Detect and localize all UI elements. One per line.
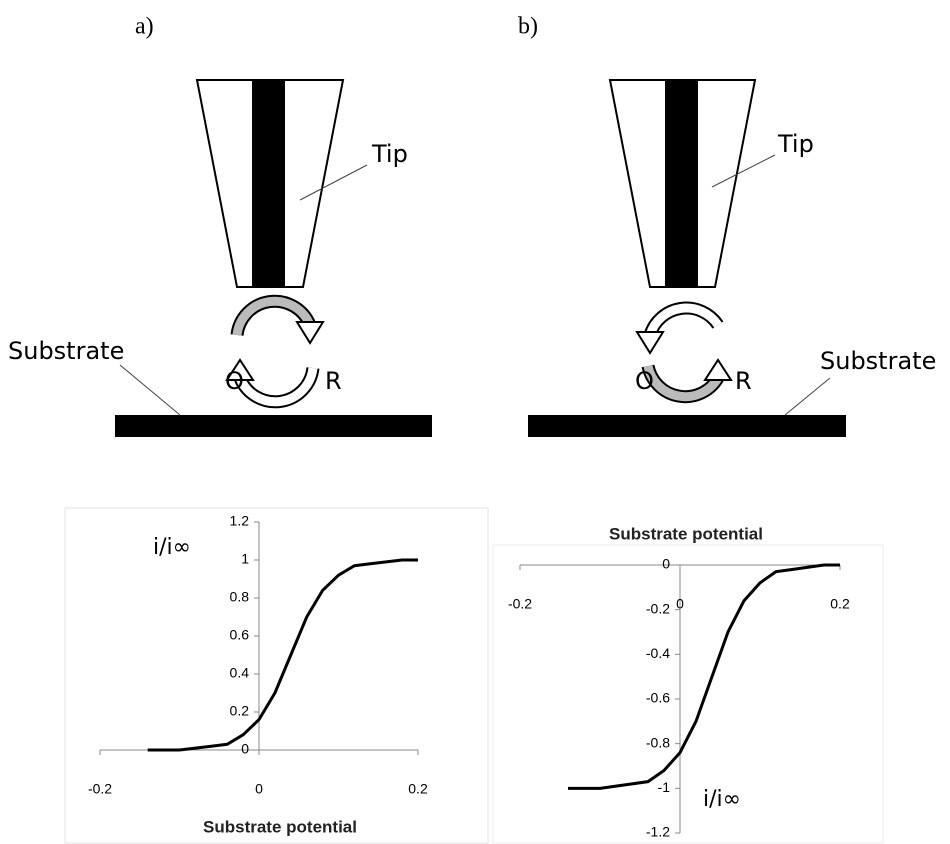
y-axis-title: i/i∞ bbox=[153, 535, 191, 560]
y-axis-title: i/i∞ bbox=[703, 787, 741, 812]
leader-line bbox=[120, 365, 180, 415]
x-tick-label: -0.2 bbox=[88, 781, 112, 797]
figure: a) Tip O R Substrate b) Tip O R Substrat… bbox=[0, 0, 950, 844]
substrate-label: Substrate bbox=[820, 347, 936, 375]
panel-label: a) bbox=[135, 14, 154, 40]
substrate-label: Substrate bbox=[8, 337, 124, 365]
x-tick-label: 0.2 bbox=[830, 596, 850, 612]
y-tick-label: 0 bbox=[662, 556, 670, 572]
panel-label: b) bbox=[518, 14, 538, 40]
y-tick-label: 0.6 bbox=[230, 627, 250, 643]
substrate-bar bbox=[115, 415, 432, 437]
tip-label: Tip bbox=[371, 140, 408, 168]
y-tick-label: 0.2 bbox=[230, 703, 250, 719]
species-label: R bbox=[735, 367, 752, 395]
y-tick-label: 1.2 bbox=[230, 513, 250, 529]
y-tick-label: -0.4 bbox=[646, 645, 670, 661]
y-tick-label: -1.2 bbox=[646, 824, 670, 840]
y-tick-label: 1 bbox=[241, 551, 249, 567]
y-tick-label: 0.4 bbox=[230, 665, 250, 681]
tip-label: Tip bbox=[777, 130, 814, 158]
electrode bbox=[665, 80, 698, 287]
species-label: O bbox=[225, 367, 244, 395]
x-tick-label: -0.2 bbox=[508, 596, 532, 612]
y-tick-label: -0.2 bbox=[646, 600, 670, 616]
x-tick-label: 0.2 bbox=[408, 781, 428, 797]
electrode bbox=[252, 80, 285, 287]
y-tick-label: -0.6 bbox=[646, 690, 670, 706]
curve bbox=[568, 565, 840, 788]
x-axis-title: Substrate potential bbox=[203, 817, 357, 836]
x-tick-label: 0 bbox=[676, 596, 684, 612]
curve bbox=[148, 560, 418, 750]
substrate-bar bbox=[528, 415, 846, 437]
leader-line bbox=[785, 378, 830, 415]
x-tick-label: 0 bbox=[255, 781, 263, 797]
arrowhead bbox=[705, 360, 731, 380]
chart-frame bbox=[493, 545, 883, 843]
x-axis-title: Substrate potential bbox=[609, 524, 763, 543]
species-label: R bbox=[325, 367, 342, 395]
y-tick-label: -1 bbox=[658, 779, 671, 795]
y-tick-label: 0 bbox=[241, 741, 249, 757]
y-tick-label: 0.8 bbox=[230, 589, 250, 605]
arrowhead bbox=[637, 332, 663, 353]
y-tick-label: -0.8 bbox=[646, 734, 670, 750]
arrowhead bbox=[297, 322, 323, 343]
species-label: O bbox=[635, 367, 654, 395]
